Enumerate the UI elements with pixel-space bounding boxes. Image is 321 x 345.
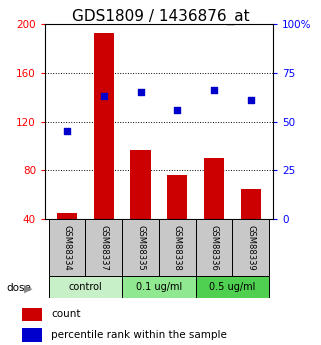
Bar (204, 158, 224, 219)
Bar (94, 33, 114, 219)
Text: GSM88337: GSM88337 (99, 225, 108, 270)
Text: GSM88338: GSM88338 (173, 225, 182, 270)
Bar (22, 308, 42, 321)
Bar (241, 189, 261, 219)
Bar (196, 219, 232, 276)
Bar (57, 213, 77, 219)
Text: GDS1809 / 1436876_at: GDS1809 / 1436876_at (72, 9, 249, 25)
Text: ▶: ▶ (24, 284, 32, 294)
Bar (232, 219, 269, 276)
Bar (130, 150, 151, 219)
Text: 0.1 ug/ml: 0.1 ug/ml (136, 282, 182, 292)
Text: count: count (51, 309, 81, 319)
Point (248, 97, 253, 103)
Text: 0.5 ug/ml: 0.5 ug/ml (209, 282, 256, 292)
Text: GSM88339: GSM88339 (246, 225, 255, 270)
Bar (48, 276, 122, 298)
Bar (48, 219, 85, 276)
Bar (159, 219, 196, 276)
Text: GSM88336: GSM88336 (210, 225, 219, 270)
Point (65, 129, 70, 134)
Bar (22, 328, 42, 342)
Point (212, 88, 217, 93)
Point (101, 93, 106, 99)
Bar (85, 219, 122, 276)
Text: percentile rank within the sample: percentile rank within the sample (51, 330, 227, 340)
Text: dose: dose (6, 283, 31, 293)
Text: control: control (68, 282, 102, 292)
Text: GSM88334: GSM88334 (63, 225, 72, 270)
Bar (167, 175, 187, 219)
Bar (122, 219, 159, 276)
Point (138, 90, 143, 95)
Bar (196, 276, 269, 298)
Text: GSM88335: GSM88335 (136, 225, 145, 270)
Point (175, 107, 180, 113)
Bar (122, 276, 196, 298)
